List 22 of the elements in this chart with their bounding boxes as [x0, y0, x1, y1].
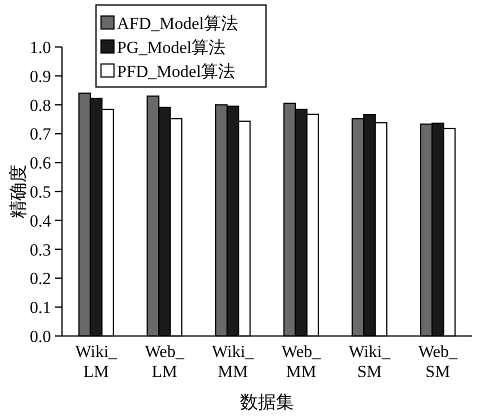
legend-label: AFD_Model算法 [117, 14, 238, 33]
x-tick-label: Web_MM [282, 342, 322, 381]
x-tick-label: Web_LM [144, 342, 185, 381]
y-tick-label: 1.0 [30, 38, 51, 57]
y-tick-label: 0.0 [30, 327, 51, 346]
x-tick-label: Web_SM [418, 342, 458, 381]
y-tick-label: 0.3 [30, 240, 51, 260]
y-tick-label: 0.7 [30, 124, 52, 144]
y-tick-label: 0.8 [30, 96, 51, 115]
y-tick-label: 0.1 [30, 298, 51, 318]
y-tick-label: 0.9 [30, 66, 51, 86]
x-tick-label: Wiki_LM [75, 342, 118, 381]
y-tick-label: 0.6 [30, 154, 51, 173]
y-tick-label: 0.2 [30, 269, 51, 288]
legend-label: PG_Model算法 [117, 38, 226, 57]
y-axis-title: 精确度 [8, 164, 28, 218]
y-tick-label: 0.4 [30, 211, 52, 230]
x-tick-label: Wiki_SM [348, 342, 391, 381]
legend-label: PFD_Model算法 [117, 62, 236, 81]
y-tick-label: 0.5 [30, 182, 51, 202]
x-axis-title: 数据集 [240, 392, 294, 412]
x-tick-label: Wiki_MM [212, 342, 254, 381]
